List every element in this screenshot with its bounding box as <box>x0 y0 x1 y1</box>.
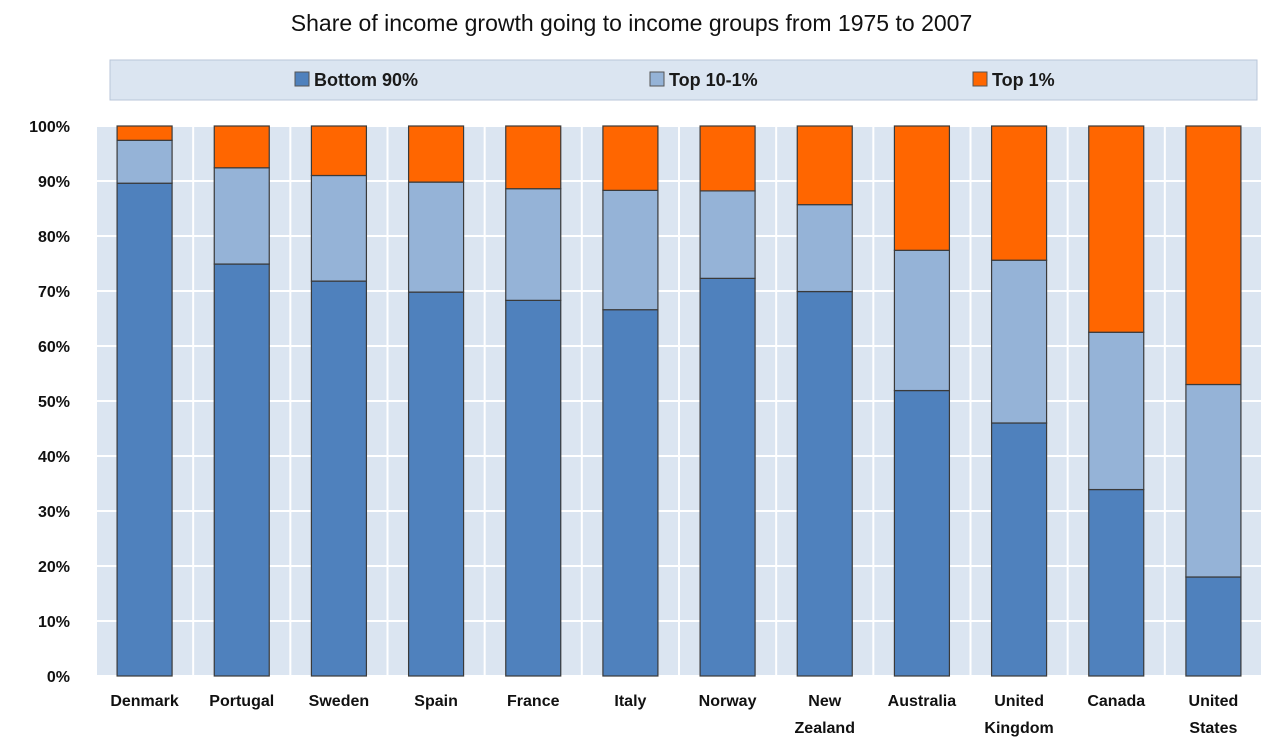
y-tick-label: 30% <box>38 504 70 521</box>
y-tick-label: 80% <box>38 229 70 246</box>
y-tick-label: 90% <box>38 174 70 191</box>
bar-segment-top-10-1 <box>505 188 562 301</box>
gridlines-vertical <box>95 126 1263 676</box>
y-tick-label: 40% <box>38 449 70 466</box>
legend-label: Top 10-1% <box>669 70 758 90</box>
bar-segment-top-10-1 <box>310 174 368 282</box>
x-tick-label: Sweden <box>309 693 369 710</box>
bar-segment-bottom-90 <box>796 290 853 677</box>
legend-label: Top 1% <box>992 70 1055 90</box>
bar-segment-top-10-1 <box>213 167 270 265</box>
bar-segment-top-1 <box>407 125 465 183</box>
bar-segment-top-1 <box>699 125 756 192</box>
x-tick-label: Denmark <box>110 693 179 710</box>
x-tick-label: Australia <box>888 693 957 710</box>
bar-segment-top-10-1 <box>1088 331 1145 491</box>
y-tick-label: 100% <box>29 119 70 136</box>
legend-swatch <box>649 71 665 87</box>
bar-segment-bottom-90 <box>1185 576 1242 677</box>
bar-segment-top-10-1 <box>1185 383 1242 578</box>
bar-segment-top-1 <box>893 125 951 251</box>
bar-segment-bottom-90 <box>505 299 562 677</box>
x-tick-label: Portugal <box>209 693 274 710</box>
bar-segment-bottom-90 <box>407 291 465 677</box>
bar-segment-top-1 <box>602 125 659 191</box>
bar-segment-bottom-90 <box>213 263 270 677</box>
bar-segment-top-10-1 <box>602 189 659 311</box>
x-tick-label: Canada <box>1087 693 1145 710</box>
chart-title: Share of income growth going to income g… <box>290 10 973 36</box>
bar-segment-top-1 <box>1185 125 1242 386</box>
x-tick-label: New Zealand <box>795 693 855 737</box>
bar-segment-bottom-90 <box>893 389 951 677</box>
x-tick-label: Italy <box>614 693 646 710</box>
bar-segment-bottom-90 <box>602 309 659 677</box>
y-tick-label: 20% <box>38 559 70 576</box>
y-tick-label: 70% <box>38 284 70 301</box>
bar-segment-top-10-1 <box>116 139 173 184</box>
legend-swatch <box>972 71 988 87</box>
bar-segment-top-1 <box>990 125 1048 261</box>
y-tick-label: 0% <box>47 669 70 686</box>
y-tick-label: 50% <box>38 394 70 411</box>
legend-label: Bottom 90% <box>314 70 418 90</box>
x-tick-label: United States <box>1189 693 1239 737</box>
x-tick-label: United Kingdom <box>984 693 1053 737</box>
x-tick-label: France <box>507 693 560 710</box>
legend-swatch <box>294 71 310 87</box>
bar-segment-bottom-90 <box>310 280 368 677</box>
y-tick-label: 10% <box>38 614 70 631</box>
bar-segment-top-10-1 <box>893 249 951 392</box>
bar-segment-top-1 <box>796 125 853 206</box>
bar-segment-top-1 <box>310 125 368 177</box>
x-tick-label: Norway <box>699 693 757 710</box>
bar-segment-top-10-1 <box>407 181 465 293</box>
bar-segment-top-1 <box>116 125 173 141</box>
bar-segment-top-10-1 <box>990 259 1048 424</box>
bar-segment-bottom-90 <box>116 182 173 677</box>
y-tick-label: 60% <box>38 339 70 356</box>
x-tick-label: Spain <box>414 693 458 710</box>
bar-segment-bottom-90 <box>699 277 756 677</box>
bar-segment-top-10-1 <box>796 204 853 293</box>
bar-segment-top-1 <box>1088 125 1145 333</box>
bar-segment-bottom-90 <box>990 422 1048 677</box>
bar-segment-top-1 <box>213 125 270 169</box>
bar-segment-bottom-90 <box>1088 488 1145 677</box>
bar-segment-top-1 <box>505 125 562 190</box>
bar-segment-top-10-1 <box>699 190 756 279</box>
